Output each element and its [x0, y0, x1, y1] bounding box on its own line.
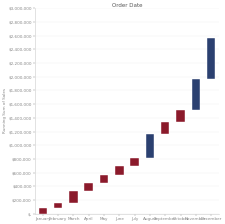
Title: Order Date: Order Date [112, 3, 142, 8]
Y-axis label: Running Sum of Sales: Running Sum of Sales [3, 88, 7, 134]
Bar [100, 175, 108, 183]
Bar [115, 166, 124, 175]
Bar [207, 38, 215, 79]
Bar [192, 79, 200, 110]
Bar [130, 158, 139, 166]
Bar [176, 110, 185, 122]
Bar [161, 122, 169, 134]
Bar [69, 191, 78, 203]
Bar [38, 208, 47, 214]
Bar [85, 183, 93, 191]
Bar [54, 203, 62, 208]
Bar [146, 134, 154, 158]
